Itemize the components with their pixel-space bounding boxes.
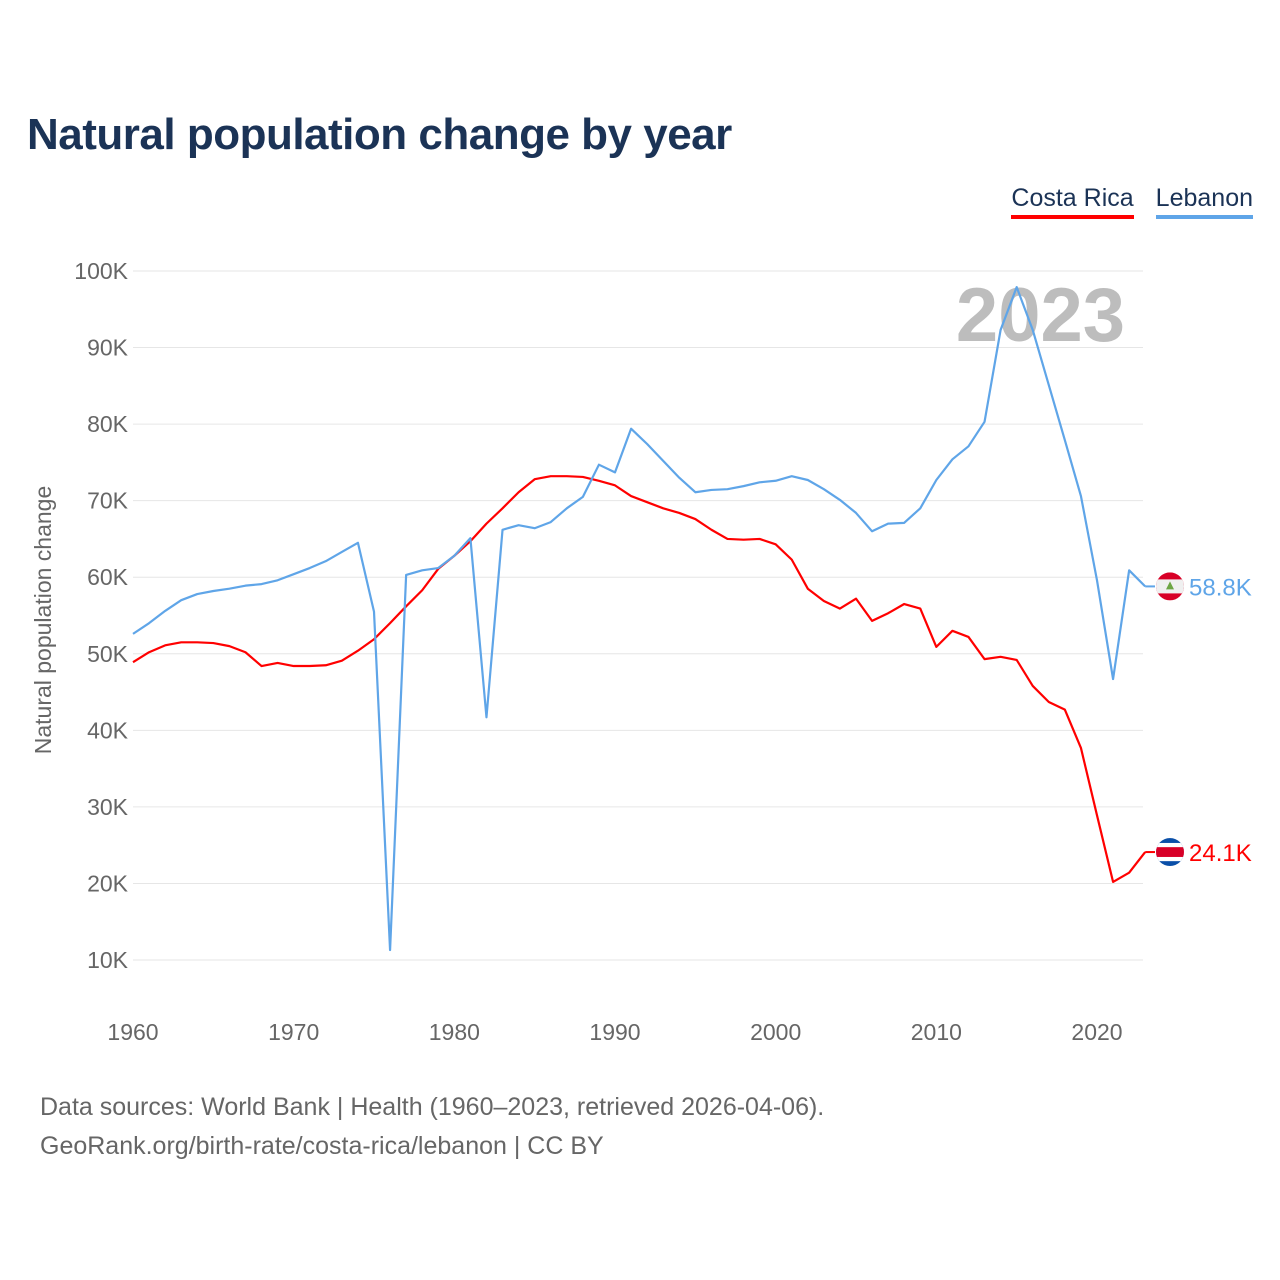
x-tick-label: 1970 [268,1019,319,1045]
end-value-label: 24.1K [1189,840,1252,867]
x-tick-label: 2010 [911,1019,962,1045]
data-source-text: Data sources: World Bank | Health (1960–… [40,1093,825,1121]
series-line-lebanon [132,285,1146,952]
year-watermark: 2023 [956,273,1125,358]
costa-rica-flag-icon [1156,838,1184,867]
y-tick-label: 100K [74,258,128,284]
y-tick-label: 50K [87,641,129,667]
source-note: Data sources: World Bank | Health (1960–… [40,1088,824,1166]
x-tick-label: 1960 [107,1019,158,1045]
x-tick-label: 1990 [589,1019,640,1045]
legend-item-lebanon[interactable]: Lebanon [1155,184,1253,219]
y-tick-label: 60K [87,564,129,590]
y-tick-label: 80K [87,411,129,437]
lebanon-flag-icon [1156,572,1184,601]
x-tick-label: 2000 [750,1019,801,1045]
y-tick-label: 90K [87,335,129,361]
x-tick-label: 2020 [1071,1019,1122,1045]
end-value-label: 58.8K [1189,574,1252,601]
y-axis-label: Natural population change [30,486,56,755]
y-tick-label: 30K [87,794,129,820]
chart-title: Natural population change by year [27,110,732,159]
y-tick-label: 10K [87,947,129,973]
series-line-costa-rica [132,475,1147,884]
source-url-link[interactable]: GeoRank.org/birth-rate/costa-rica/lebano… [40,1132,604,1160]
legend-item-costa-rica[interactable]: Costa Rica [1011,184,1134,219]
y-tick-label: 40K [87,717,129,743]
y-tick-label: 70K [87,488,129,514]
x-tick-label: 1980 [429,1019,480,1045]
y-tick-label: 20K [87,870,129,896]
legend: Costa Rica Lebanon [1011,184,1253,219]
